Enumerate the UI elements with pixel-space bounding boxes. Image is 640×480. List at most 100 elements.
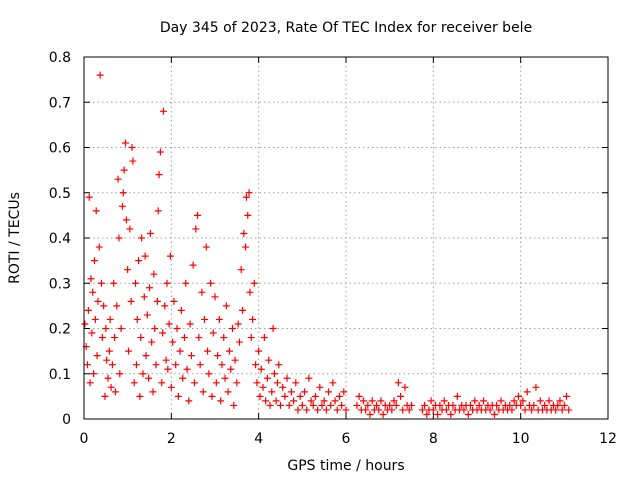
- data-point: [102, 325, 110, 332]
- data-point: [132, 279, 140, 287]
- data-point: [390, 397, 398, 405]
- data-point: [279, 383, 287, 391]
- data-point: [296, 392, 304, 400]
- data-point: [247, 334, 255, 342]
- data-point: [227, 365, 235, 373]
- data-point: [90, 370, 98, 378]
- data-point: [205, 370, 213, 378]
- data-point: [379, 410, 387, 418]
- data-point: [119, 189, 127, 197]
- data-point: [215, 315, 223, 323]
- data-point: [85, 193, 93, 201]
- data-point: [311, 392, 319, 400]
- data-point: [250, 279, 258, 287]
- data-point: [353, 401, 361, 409]
- data-point: [100, 302, 108, 310]
- data-point: [105, 347, 113, 355]
- y-tick-label: 0.8: [49, 50, 71, 66]
- data-point: [146, 284, 153, 292]
- data-point: [122, 216, 130, 224]
- data-point: [88, 329, 96, 337]
- data-point: [375, 406, 383, 414]
- data-point: [141, 252, 149, 260]
- data-point: [421, 401, 429, 409]
- data-point: [556, 397, 564, 405]
- data-point: [212, 379, 220, 387]
- data-point: [214, 352, 222, 360]
- data-point: [135, 257, 143, 265]
- data-point: [202, 243, 210, 251]
- data-point: [121, 139, 129, 147]
- data-point: [242, 193, 250, 201]
- data-point: [475, 401, 483, 409]
- data-point: [252, 361, 260, 369]
- data-point: [167, 383, 175, 391]
- data-point: [224, 388, 232, 396]
- x-tick-label: 4: [254, 431, 263, 447]
- data-point: [120, 166, 128, 174]
- data-point: [480, 397, 488, 405]
- data-point: [187, 352, 195, 360]
- data-point: [255, 347, 263, 355]
- data-point: [104, 374, 112, 382]
- data-point: [314, 406, 322, 414]
- data-point: [90, 257, 98, 265]
- data-point: [217, 397, 225, 405]
- data-point: [541, 401, 549, 409]
- data-point: [342, 406, 350, 414]
- data-point: [87, 275, 95, 283]
- data-point: [565, 406, 573, 414]
- data-point: [173, 325, 181, 332]
- data-point: [98, 334, 106, 342]
- data-point: [298, 401, 306, 409]
- data-point: [118, 202, 126, 210]
- data-point: [211, 293, 219, 301]
- data-point: [137, 334, 145, 342]
- data-point: [195, 334, 203, 342]
- data-point: [162, 356, 170, 364]
- data-point: [133, 315, 141, 323]
- y-tick-label: 0.3: [49, 276, 71, 292]
- data-point: [490, 410, 498, 418]
- data-point: [245, 189, 253, 197]
- y-tick-label: 0.7: [49, 95, 71, 111]
- data-point: [427, 397, 435, 405]
- data-point: [189, 261, 197, 269]
- data-point: [366, 410, 374, 418]
- data-point: [440, 397, 448, 405]
- data-point: [552, 406, 560, 414]
- data-point: [174, 392, 182, 400]
- data-point: [125, 347, 133, 355]
- data-point: [290, 397, 298, 405]
- data-point: [277, 401, 284, 409]
- data-point: [377, 397, 385, 405]
- axis-ticks: 0 2 4 6 8 10 12 0 0.1 0.2 0.3 0.4 0.5 0.6 0.7 0.8: [49, 50, 617, 447]
- data-point: [166, 252, 174, 260]
- data-point: [124, 266, 132, 274]
- data-point: [307, 397, 315, 405]
- data-point: [242, 243, 250, 251]
- data-point: [130, 379, 138, 387]
- data-point: [325, 388, 333, 396]
- data-point: [269, 325, 277, 332]
- data-point: [333, 406, 341, 414]
- data-point: [392, 401, 400, 409]
- data-point: [146, 229, 154, 237]
- data-point: [355, 392, 363, 400]
- data-point: [303, 406, 311, 414]
- data-point: [338, 401, 346, 409]
- data-point: [268, 388, 276, 396]
- data-point: [244, 211, 252, 219]
- data-point: [510, 397, 518, 405]
- data-point: [320, 397, 328, 405]
- data-point: [397, 392, 405, 400]
- data-point: [114, 175, 122, 183]
- data-point: [127, 297, 135, 305]
- data-point: [253, 379, 261, 387]
- data-point: [340, 388, 348, 396]
- data-point: [405, 406, 413, 414]
- data-point: [139, 370, 147, 378]
- data-point: [110, 279, 118, 287]
- data-point: [96, 71, 104, 79]
- data-point: [239, 306, 247, 314]
